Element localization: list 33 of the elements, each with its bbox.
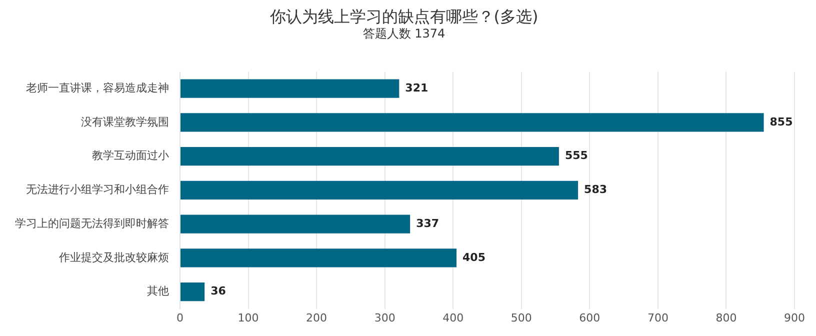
- x-tick-label: 300: [374, 311, 396, 324]
- data-label: 36: [210, 284, 226, 298]
- bar: [180, 214, 410, 234]
- y-tick-label: 无法进行小组学习和小组合作: [26, 183, 169, 196]
- bar: [180, 79, 400, 98]
- x-tick-label: 900: [784, 311, 805, 324]
- data-label: 321: [405, 81, 428, 94]
- data-label: 855: [770, 115, 793, 128]
- x-tick-label: 0: [176, 311, 184, 324]
- chart-subtitle: 答题人数 1374: [362, 26, 446, 41]
- y-tick-label: 教学互动面过小: [92, 149, 169, 162]
- bar: [180, 113, 764, 132]
- bar: [180, 180, 578, 200]
- data-label: 337: [416, 216, 440, 230]
- data-label: 583: [584, 183, 608, 196]
- x-tick-label: 800: [716, 311, 737, 324]
- x-tick-label: 600: [579, 311, 600, 324]
- x-tick-label: 500: [510, 311, 532, 324]
- x-tick-label: 700: [647, 311, 668, 324]
- bar: [180, 248, 457, 268]
- y-tick-label: 作业提交及批改较麻烦: [58, 250, 169, 264]
- bar: [180, 146, 559, 166]
- x-tick-label: 100: [238, 311, 259, 324]
- data-label: 555: [564, 149, 588, 162]
- y-tick-label: 没有课堂教学氛围: [81, 115, 169, 128]
- y-tick-label: 其他: [147, 284, 169, 298]
- x-tick-label: 400: [442, 311, 464, 324]
- chart-title: 你认为线上学习的缺点有哪些？(多选): [268, 6, 538, 26]
- y-tick-label: 老师一直讲课，容易造成走神: [26, 81, 169, 94]
- y-tick-label: 学习上的问题无法得到即时解答: [15, 216, 169, 230]
- bar: [180, 282, 205, 302]
- x-tick-label: 200: [306, 311, 328, 324]
- data-label: 405: [462, 250, 486, 264]
